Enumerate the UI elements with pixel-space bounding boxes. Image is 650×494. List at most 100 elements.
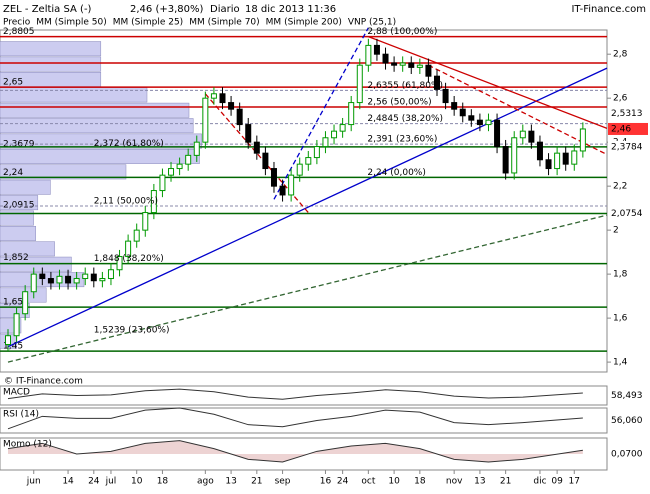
price-tag (608, 207, 648, 220)
fib-label: 2,6355 (61,80%) (367, 81, 443, 91)
panel-last-value: 58,493 (611, 391, 643, 401)
candle-body (305, 157, 312, 165)
candle-body (279, 185, 286, 196)
profile-label: 1,65 (3, 298, 23, 308)
candle-body (571, 150, 578, 165)
panel-line (7, 407, 583, 430)
candle-body (339, 124, 346, 132)
profile-label: 2,0915 (3, 201, 35, 211)
y-tick-label: 1,6 (613, 314, 628, 324)
y-tick-label: 1,4 (613, 358, 628, 368)
candle-body (133, 229, 140, 242)
candle-body (296, 163, 303, 176)
candle-body (30, 273, 37, 293)
candle-body (73, 278, 80, 284)
panel-line (7, 388, 583, 400)
candle-body (562, 152, 569, 165)
x-tick-label: sep (275, 477, 291, 487)
profile-label: 2,3679 (3, 140, 35, 150)
candle-body (425, 64, 432, 77)
candle-body (150, 190, 157, 214)
price-tag (608, 140, 648, 153)
quote: 2,46 (+3,80%) (130, 4, 203, 15)
volume-profile-bar (0, 210, 34, 226)
fib-label: 2,88 (100,00%) (367, 27, 437, 37)
watermark: © IT-Finance.com (4, 377, 83, 387)
fib-label: 2,24 (0,00%) (367, 168, 426, 178)
candle-body (536, 141, 543, 161)
candle-body (159, 174, 166, 192)
candle-body (579, 128, 586, 152)
candle-body (331, 130, 338, 139)
x-tick-label: 21 (251, 477, 262, 487)
fib-label: 2,391 (23,60%) (367, 135, 437, 145)
trend-line (273, 27, 369, 200)
fib-label: 2,56 (50,00%) (367, 97, 431, 107)
x-tick-label: ago (197, 477, 214, 487)
candle-body (47, 278, 54, 284)
legend-entry: MM (Simple 70) (189, 18, 259, 28)
y-tick-label: 1,8 (613, 270, 628, 280)
panel-name: Momo (12) (3, 440, 52, 450)
panel-last-value: 0,0700 (611, 450, 643, 460)
volume-profile-bar (0, 102, 190, 118)
candle-body (65, 275, 72, 284)
y-tick-label: 2,6 (613, 94, 628, 104)
candle-body (356, 64, 363, 104)
panel-name: MACD (3, 388, 30, 398)
x-tick-label: 18 (157, 477, 169, 487)
candle-body (485, 119, 492, 126)
candle-body (82, 273, 89, 280)
candle-body (348, 102, 355, 126)
x-tick-label: nov (446, 477, 463, 487)
x-tick-label: 13 (474, 477, 485, 487)
fib-label: 2,4845 (38,20%) (367, 114, 443, 124)
panel-tag (608, 448, 650, 460)
candle-body (176, 163, 183, 170)
candle-body (416, 64, 423, 68)
candle-body (511, 137, 518, 174)
legend-entry: MM (Simple 25) (113, 18, 183, 28)
candle-body (253, 141, 260, 154)
profile-label: 1,852 (3, 253, 29, 263)
candle-body (519, 130, 526, 139)
fib-label: 1,5239 (23,60%) (94, 325, 170, 335)
candle-body (56, 275, 63, 284)
panel-name: RSI (14) (3, 410, 39, 420)
panel-area (8, 440, 583, 462)
candle-body (185, 154, 192, 165)
volume-profile-bar (0, 118, 194, 134)
candle-body (262, 152, 269, 170)
candle-body (22, 291, 29, 315)
x-tick-label: 16 (320, 477, 332, 487)
date: 18 dic 2013 11:36 (245, 4, 336, 15)
candle-body (382, 53, 389, 64)
candle-body (39, 273, 46, 280)
panel-tag (608, 389, 650, 402)
candle-body (468, 115, 475, 121)
x-tick-label: 13 (225, 477, 236, 487)
panel-last-value: 56,060 (611, 416, 643, 426)
x-tick-label: 10 (131, 477, 143, 487)
volume-profile-bar (0, 41, 102, 57)
candle-body (476, 119, 483, 126)
volume-profile-bar (0, 149, 200, 164)
candle-body (365, 44, 372, 66)
profile-label: 2,65 (3, 78, 23, 88)
candle-body (99, 278, 106, 282)
volume-profile-bar (0, 241, 55, 257)
volume-profile-bar (0, 225, 36, 241)
candle-body (116, 256, 123, 271)
candle-body (270, 168, 277, 187)
volume-profile-bar (0, 195, 39, 211)
candle-body (545, 159, 552, 170)
profile-label: 1,45 (3, 342, 23, 352)
price-tag (608, 107, 648, 120)
volume-profile-bar (0, 179, 51, 195)
candle-body (494, 119, 501, 148)
candle-body (528, 130, 535, 143)
legend-entry: MM (Simple 50) (36, 18, 106, 28)
candle-body (125, 240, 132, 258)
candle-body (442, 88, 449, 104)
